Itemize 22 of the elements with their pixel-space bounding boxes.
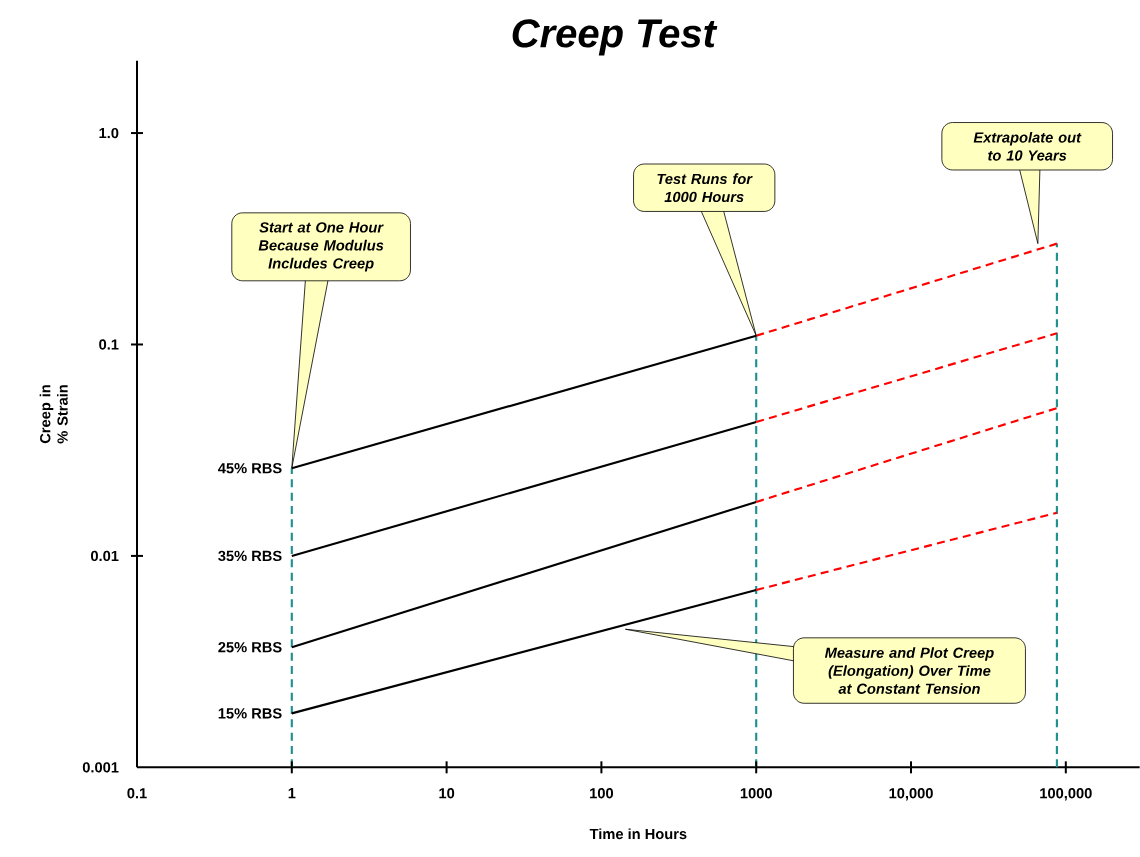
- x-tick-label: 1: [288, 787, 296, 798]
- series-label: 25% RBS: [218, 641, 282, 653]
- x-axis-title: Time in Hours: [589, 828, 687, 839]
- x-tick-label: 100,000: [1040, 787, 1092, 801]
- series-label: 35% RBS: [218, 550, 282, 561]
- series-label: 45% RBS: [218, 462, 282, 474]
- y-tick-label: 0.1: [99, 339, 119, 350]
- x-tick-label: 1000: [740, 787, 772, 799]
- y-tick-label: 1.0: [99, 127, 119, 139]
- series-label: 15% RBS: [218, 708, 282, 719]
- annotation: Test Runs for 1000 Hours: [657, 173, 753, 202]
- y-tick-label: 0.001: [82, 762, 119, 773]
- annotation: Measure and Plot Creep (Elongation) Over Time at Constant Tension: [824, 647, 994, 694]
- x-tick-label: 0.1: [127, 787, 147, 799]
- x-tick-label: 100: [590, 787, 614, 799]
- annotation: Extrapolate out to 10 Years: [973, 131, 1082, 161]
- annotation: Start at One Hour Because Modulus Includes Creep: [258, 222, 384, 272]
- chart-title: Creep Test: [512, 19, 718, 56]
- x-tick-label: 10: [439, 787, 455, 799]
- y-tick-label: 0.01: [91, 550, 119, 561]
- x-tick-label: 10,000: [889, 787, 933, 801]
- y-axis-title: Creep in % Strain: [39, 385, 68, 444]
